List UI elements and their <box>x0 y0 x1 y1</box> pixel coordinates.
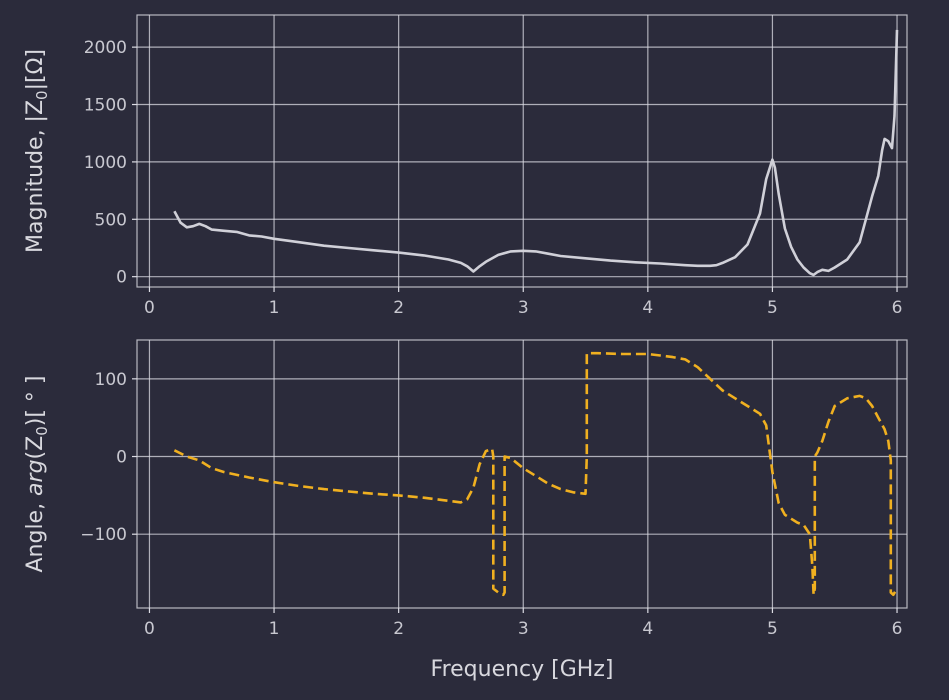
magnitude-x-tick-label: 5 <box>767 298 778 318</box>
magnitude-x-tick-label: 2 <box>393 298 404 318</box>
magnitude-ticks: 0 1 2 3 4 5 6 0 500 1000 1500 2000 <box>84 38 903 318</box>
angle-axes-frame <box>136 339 908 609</box>
magnitude-x-tick-label: 4 <box>642 298 653 318</box>
magnitude-x-tick-label: 6 <box>892 298 903 318</box>
magnitude-y-tick-label: 1500 <box>84 96 127 116</box>
magnitude-y-tick-label: 2000 <box>84 38 127 58</box>
angle-ticks: 0 1 2 3 4 5 6 100 0 −100 <box>80 370 902 639</box>
angle-y-tick-label: 100 <box>95 370 127 390</box>
angle-y-tick-label: −100 <box>80 525 127 545</box>
magnitude-y-tick-label: 500 <box>95 210 127 230</box>
magnitude-grid <box>137 15 907 287</box>
angle-y-axis-label: Angle, arg(Z0)[ ° ] <box>23 375 51 572</box>
angle-x-tick-label: 5 <box>767 619 778 639</box>
angle-ylabel-prefix: Angle, <box>23 496 48 573</box>
angle-series-line <box>173 351 899 597</box>
magnitude-series-line <box>173 29 899 277</box>
angle-x-tick-label: 4 <box>642 619 653 639</box>
angle-x-tick-label: 2 <box>393 619 404 639</box>
magnitude-ylabel-prefix: Magnitude, |Z <box>23 100 48 253</box>
angle-plot-area <box>173 351 899 597</box>
angle-x-tick-label: 1 <box>269 619 280 639</box>
frequency-x-axis-label: Frequency [GHz] <box>431 657 614 682</box>
angle-ylabel-italic: arg <box>23 459 48 496</box>
angle-ylabel-suffix: )[ ° ] <box>23 375 48 426</box>
magnitude-x-tick-label: 3 <box>518 298 529 318</box>
magnitude-x-tick-label: 1 <box>269 298 280 318</box>
angle-x-tick-label: 0 <box>144 619 155 639</box>
magnitude-ylabel-sub: 0 <box>33 90 51 100</box>
magnitude-y-tick-label: 1000 <box>84 153 127 173</box>
angle-y-tick-label: 0 <box>116 448 127 468</box>
magnitude-plot-area <box>173 29 899 277</box>
magnitude-y-axis-label: Magnitude, |Z0|[Ω] <box>23 49 51 253</box>
angle-x-tick-label: 6 <box>892 619 903 639</box>
magnitude-x-tick-label: 0 <box>144 298 155 318</box>
magnitude-ylabel-suffix: |[Ω] <box>23 49 48 90</box>
angle-x-tick-label: 3 <box>518 619 529 639</box>
angle-ylabel-mid: (Z <box>23 436 48 460</box>
magnitude-y-tick-label: 0 <box>116 268 127 288</box>
angle-ylabel-sub: 0 <box>33 426 51 436</box>
magnitude-axes-frame <box>136 14 908 288</box>
